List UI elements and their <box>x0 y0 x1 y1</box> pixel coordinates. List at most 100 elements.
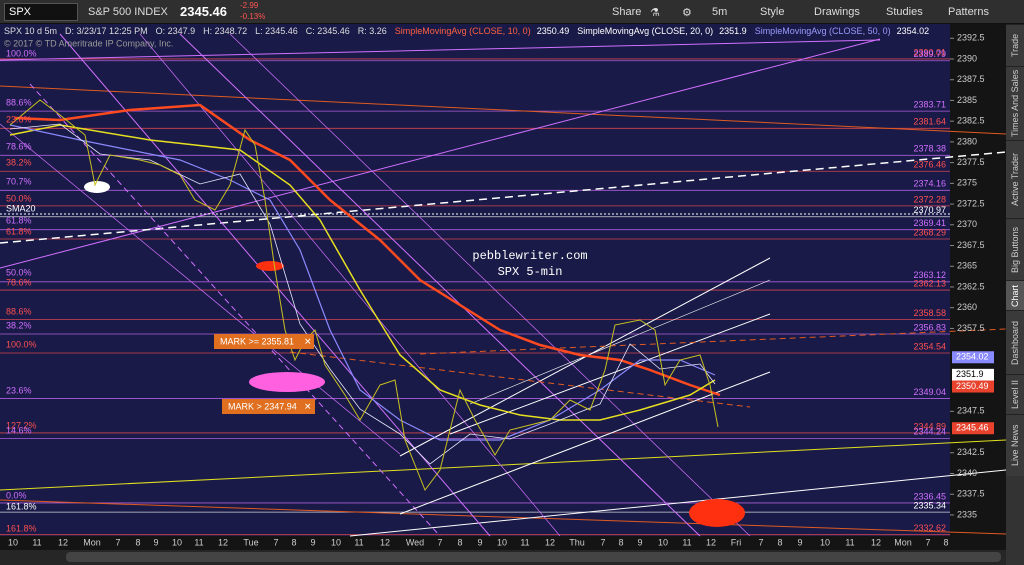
side-tab[interactable]: Dashboard <box>1006 310 1024 374</box>
study-value: 2350.49 <box>537 26 570 36</box>
price-tick-label: 2382.5 <box>957 116 985 126</box>
price-tick-label: 2365 <box>957 261 977 271</box>
patterns-button[interactable]: Patterns <box>948 6 989 18</box>
time-tick-label: 8 <box>291 537 296 547</box>
fib-label: 161.8% <box>6 523 37 533</box>
fib-label: 14.6% <box>6 425 32 435</box>
toolbar: SPX S&P 500 INDEX 2345.46 -2.99 -0.13% S… <box>0 0 1024 24</box>
time-tick-label: 7 <box>273 537 278 547</box>
price-tick-label: 2372.5 <box>957 198 985 208</box>
side-tab[interactable]: Times And Sales <box>1006 66 1024 140</box>
header-fields: SPX 10 d 5m D: 3/23/17 12:25 PM O: 2347.9 H… <box>4 26 929 36</box>
price-tick-label: 2342.5 <box>957 447 985 457</box>
level-label: 2383.71 <box>913 100 946 110</box>
price-tick-label: 2340 <box>957 468 977 478</box>
time-tick-label: 7 <box>758 537 763 547</box>
alert[interactable]: MARK >= 2355.81 ✕ <box>214 334 314 349</box>
price-badge <box>952 351 994 364</box>
change-pct: -0.13% <box>240 12 266 21</box>
time-tick-label: 10 <box>331 537 341 547</box>
alert-label: MARK > 2347.94 <box>228 401 297 411</box>
level-label: 2344.89 <box>913 421 946 431</box>
side-tab[interactable]: Active Trader <box>1006 140 1024 218</box>
fib-label: 61.8% <box>6 226 32 236</box>
time-tick-label: 9 <box>477 537 482 547</box>
level-label: 2332.62 <box>913 523 946 533</box>
settings-button[interactable]: ⚙ <box>682 7 692 19</box>
header-field: L: 2345.46 <box>255 26 298 36</box>
share-button[interactable]: Share <box>612 6 642 18</box>
time-tick-label: 10 <box>497 537 507 547</box>
level-label: 2390.01 <box>913 47 946 57</box>
level-label: 2354.54 <box>913 341 946 351</box>
time-tick-label: 12 <box>545 537 555 547</box>
fib-label: 38.2% <box>6 320 32 330</box>
time-tick-label: Mon <box>83 537 101 547</box>
price-tick-label: 2362.5 <box>957 281 985 291</box>
alert[interactable]: MARK > 2347.94 ✕ <box>222 399 315 414</box>
time-tick-label: 9 <box>153 537 158 547</box>
level-label: 2389.79 <box>913 49 946 59</box>
time-tick-label: 8 <box>135 537 140 547</box>
time-tick-label: 8 <box>618 537 623 547</box>
level-label: 2378.38 <box>913 144 946 154</box>
side-tab[interactable]: Chart <box>1006 280 1024 310</box>
indicators <box>9 99 721 492</box>
level-label: 2336.45 <box>913 491 946 501</box>
side-tab[interactable]: Level II <box>1006 374 1024 414</box>
time-tick-label: 7 <box>925 537 930 547</box>
fib-label: 161.8% <box>6 501 37 511</box>
interval-button[interactable]: 5m <box>712 6 728 18</box>
time-tick-label: 10 <box>8 537 18 547</box>
price-tick-label: 2385 <box>957 95 977 105</box>
time-tick-label: 12 <box>706 537 716 547</box>
fib-label: 23.6% <box>6 385 32 395</box>
price-tick-label: 2370 <box>957 219 977 229</box>
time-tick-label: 11 <box>682 537 691 547</box>
fib-label: 100.0% <box>6 48 37 58</box>
time-tick-label: 8 <box>457 537 462 547</box>
alert-close[interactable]: ✕ <box>304 336 312 346</box>
drawings-button[interactable]: Drawings <box>814 6 860 18</box>
side-tabs: Trade Times And Sales Active Trader Big But… <box>1006 24 1024 565</box>
plot-area <box>0 24 950 536</box>
time-tick-label: 7 <box>437 537 442 547</box>
level-label: 2363.12 <box>913 270 946 280</box>
time-tick-label: 10 <box>820 537 830 547</box>
price-tick-label: 2347.5 <box>957 406 985 416</box>
price-badge-label: 2354.02 <box>956 352 989 362</box>
price-tick-label: 2390 <box>957 53 977 63</box>
side-tab[interactable]: Trade <box>1006 24 1024 66</box>
side-tab[interactable]: Live News <box>1006 414 1024 476</box>
level-label: 2335.34 <box>913 501 946 511</box>
time-tick-label: 12 <box>871 537 881 547</box>
side-tab[interactable]: Big Buttons <box>1006 218 1024 280</box>
symbol-input[interactable]: SPX <box>4 3 78 21</box>
time-tick-label: 11 <box>32 537 41 547</box>
time-axis <box>0 536 1006 550</box>
style-button[interactable]: Style <box>760 6 785 18</box>
study-name: SimpleMovingAvg (CLOSE, 50, 0) <box>755 26 891 36</box>
time-tick-label: 11 <box>194 537 203 547</box>
fib-label: 38.2% <box>6 157 32 167</box>
time-tick-label: 8 <box>943 537 948 547</box>
price-badge <box>952 380 994 393</box>
fib-label: 127.2% <box>6 420 37 430</box>
time-tick-label: 12 <box>380 537 390 547</box>
header-field: D: 3/23/17 12:25 PM <box>65 26 148 36</box>
study-name: SimpleMovingAvg (CLOSE, 10, 0) <box>395 26 531 36</box>
time-tick-label: 11 <box>845 537 854 547</box>
fib-label: 0.0% <box>6 490 27 500</box>
scroll-thumb[interactable] <box>66 552 1001 562</box>
alert-close[interactable]: ✕ <box>304 401 312 411</box>
time-tick-label: 7 <box>600 537 605 547</box>
studies-button[interactable]: Studies <box>886 6 923 18</box>
time-tick-label: 9 <box>637 537 642 547</box>
time-tick-label: 9 <box>310 537 315 547</box>
price-tick-label: 2357.5 <box>957 323 985 333</box>
time-tick-label: 11 <box>520 537 529 547</box>
flask-button[interactable]: ⚗ <box>650 7 660 19</box>
change: -2.99 <box>240 1 259 10</box>
